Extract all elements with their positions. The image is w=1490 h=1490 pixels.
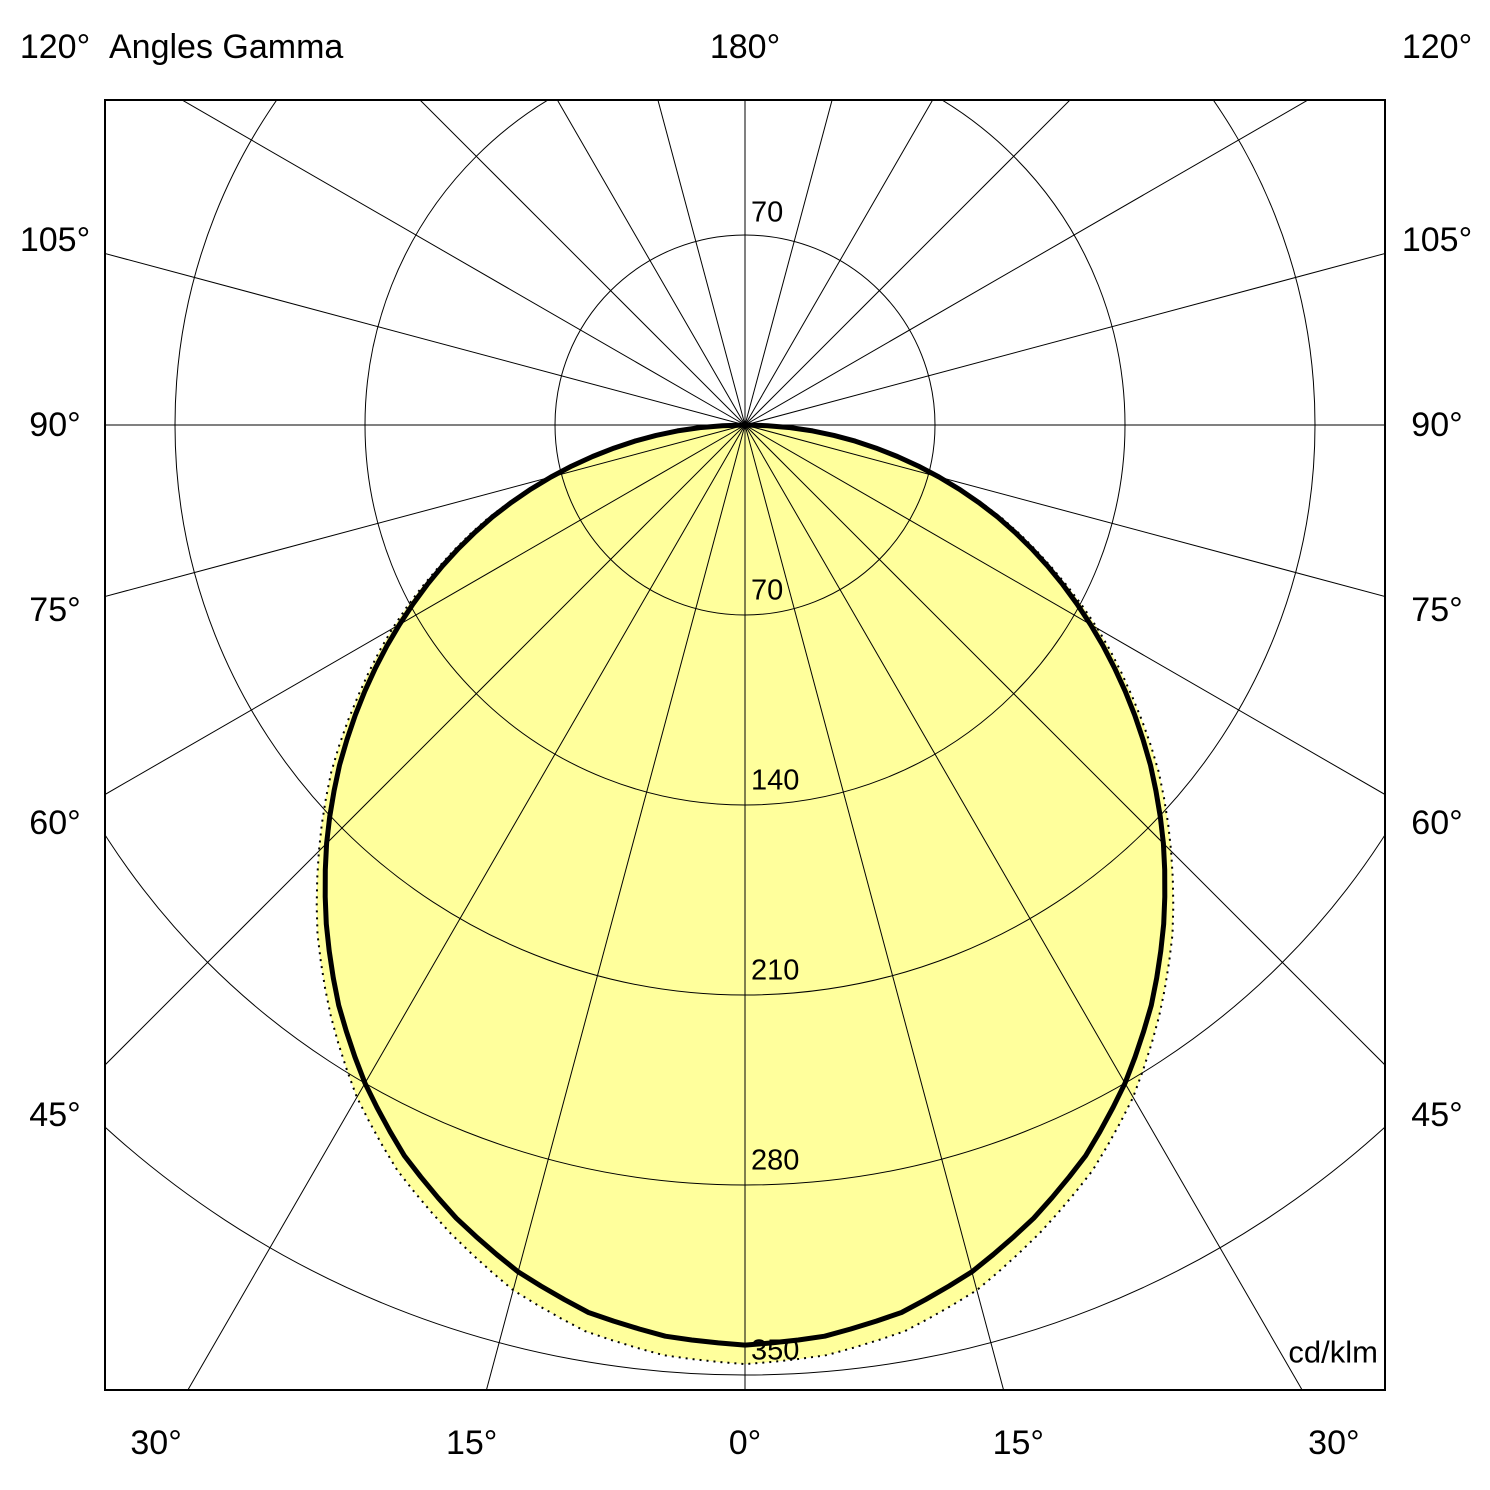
angular-grid-ray [105, 424, 746, 796]
angular-grid-ray [485, 424, 746, 1390]
angular-grid-ray [744, 100, 1309, 426]
angular-grid-ray [419, 100, 746, 426]
angular-grid-ray [744, 100, 833, 426]
unit-label: cd/klm [1288, 1334, 1378, 1370]
angular-grid-ray [744, 100, 1071, 426]
angular-grid-ray [105, 424, 746, 598]
angular-grid-ray [187, 424, 746, 1390]
angular-grid-ray [181, 100, 746, 426]
angular-grid-ray [744, 100, 934, 426]
angular-grid-ray [744, 252, 1385, 426]
chart-title: Angles Gamma [109, 28, 344, 66]
angular-grid-ray [744, 424, 1385, 796]
angular-grid-ray [744, 424, 1385, 598]
angular-grid-ray [105, 424, 746, 1066]
gamma-tick-top-center: 180° [709, 28, 781, 66]
angular-grid-ray [744, 424, 1005, 1390]
angular-grid-ray [556, 100, 746, 426]
gamma-tick-top-right: 120° [1401, 28, 1473, 66]
gamma-tick-top-left: 120° [19, 28, 91, 66]
angular-grid-ray [657, 100, 746, 426]
intensity-curve-c0 [322, 422, 1168, 1348]
angular-grid-ray [105, 252, 746, 426]
angular-grid-ray [744, 424, 1385, 1066]
plot-frame [104, 99, 1386, 1391]
angular-grid-ray [744, 424, 1303, 1390]
